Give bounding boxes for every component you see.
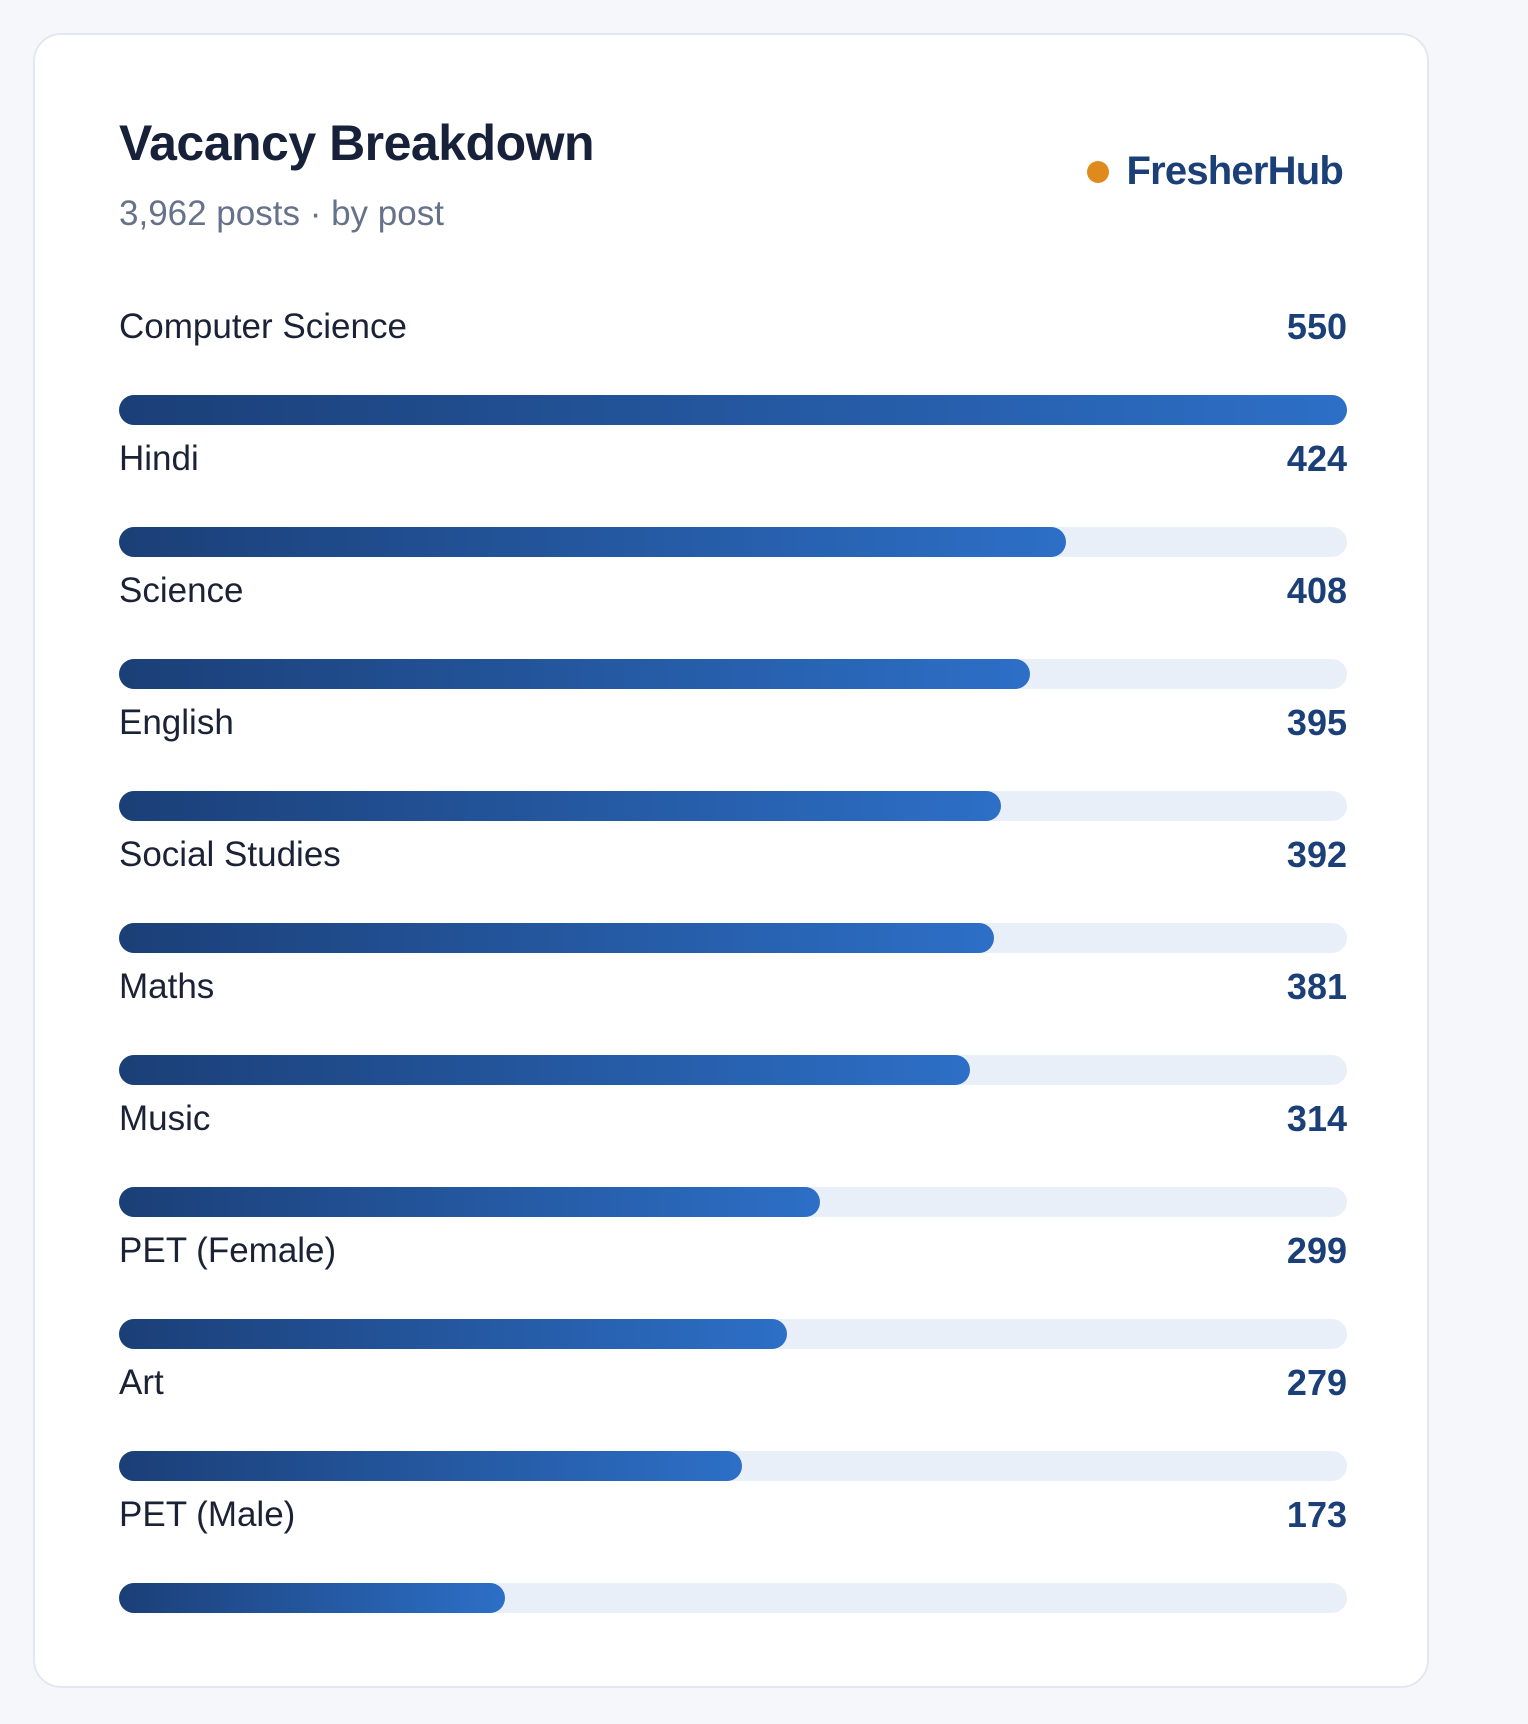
bar-track (119, 1055, 1347, 1085)
bar-value-label: 395 (1286, 702, 1347, 743)
bar-row: PET (Male) 173 (119, 1486, 1347, 1618)
bar-track (119, 1319, 1347, 1349)
bar (119, 1451, 742, 1481)
bar (119, 527, 1066, 557)
bar (119, 1583, 506, 1613)
bar-track (119, 1583, 1347, 1613)
chart-title: Vacancy Breakdown (119, 115, 595, 171)
bar-label: English (119, 703, 234, 742)
bar-row: PET (Female) 299 (119, 1222, 1347, 1354)
bar-track (119, 791, 1347, 821)
bar-label: Maths (119, 967, 215, 1006)
bar-value-label: 550 (1286, 306, 1347, 347)
bar-label: Social Studies (119, 835, 341, 874)
bar-row-header: PET (Female) 299 (119, 1222, 1347, 1280)
bar-track (119, 659, 1347, 689)
bar (119, 1319, 787, 1349)
chart-subtitle: 3,962 posts · by post (119, 194, 444, 233)
brand-badge: FresherHub (1086, 149, 1344, 194)
bar (119, 1055, 970, 1085)
bar-row: Science 408 (119, 562, 1347, 694)
bar-value-label: 299 (1286, 1230, 1347, 1271)
bar-value-label: 381 (1286, 966, 1347, 1007)
bar-value-label: 279 (1286, 1362, 1347, 1403)
bar-row: Hindi 424 (119, 430, 1347, 562)
bar (119, 395, 1347, 425)
bar-row-header: Art 279 (119, 1354, 1347, 1412)
bar-label: Computer Science (119, 307, 407, 346)
bar-row: Computer Science 550 (119, 298, 1347, 430)
brand-name: FresherHub (1126, 149, 1344, 193)
bar-row-header: PET (Male) 173 (119, 1486, 1347, 1544)
bar-label: PET (Male) (119, 1495, 296, 1534)
bar-row: Maths 381 (119, 958, 1347, 1090)
bar-row-header: Maths 381 (119, 958, 1347, 1016)
bar-label: PET (Female) (119, 1231, 337, 1270)
bar-label: Music (119, 1099, 211, 1138)
bar-track (119, 1451, 1347, 1481)
bar-row-header: Hindi 424 (119, 430, 1347, 488)
bar-label: Hindi (119, 439, 199, 478)
bar-value-label: 392 (1286, 834, 1347, 875)
bar-row-header: English 395 (119, 694, 1347, 752)
bar-track (119, 527, 1347, 557)
bar-value-label: 424 (1286, 438, 1347, 479)
bar (119, 1187, 821, 1217)
bar (119, 923, 995, 953)
bar-row: Social Studies 392 (119, 826, 1347, 958)
bar (119, 791, 1001, 821)
bar-label: Art (119, 1363, 164, 1402)
bar-label: Science (119, 571, 244, 610)
bar-row-header: Science 408 (119, 562, 1347, 620)
bar-row: Music 314 (119, 1090, 1347, 1222)
bar-row: Art 279 (119, 1354, 1347, 1486)
bar-row-header: Computer Science 550 (119, 298, 1347, 356)
bar-row-header: Social Studies 392 (119, 826, 1347, 884)
bar-track (119, 923, 1347, 953)
bar-list: Computer Science 550 Hindi 424 Science 408 Eng… (119, 298, 1347, 1618)
vacancy-breakdown-card: Vacancy Breakdown 3,962 posts · by post … (33, 33, 1429, 1688)
bar-track (119, 1187, 1347, 1217)
brand-dot-icon (1086, 160, 1109, 183)
bar-value-label: 314 (1286, 1098, 1347, 1139)
bar (119, 659, 1030, 689)
bar-track (119, 395, 1347, 425)
bar-row: English 395 (119, 694, 1347, 826)
bar-row-header: Music 314 (119, 1090, 1347, 1148)
bar-value-label: 173 (1286, 1494, 1347, 1535)
bar-value-label: 408 (1286, 570, 1347, 611)
